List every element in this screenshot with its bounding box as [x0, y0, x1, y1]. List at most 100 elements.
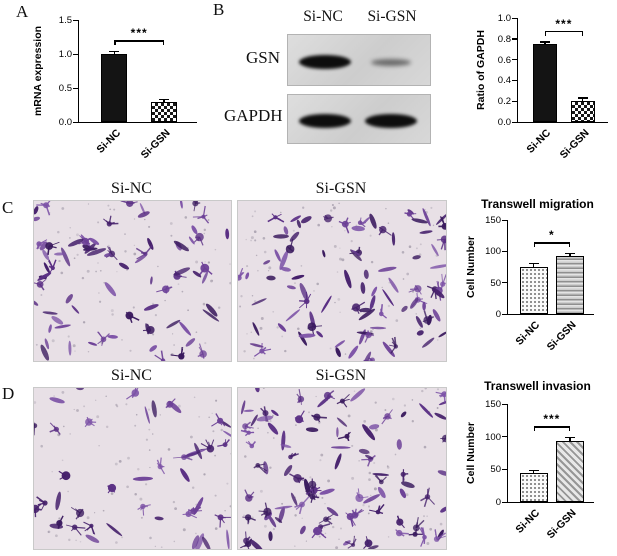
membrane-pore [181, 290, 184, 293]
stained-cell [400, 411, 407, 418]
stained-cell [67, 238, 84, 247]
membrane-pore [68, 538, 71, 542]
stained-cell [266, 275, 276, 281]
cell-body [262, 410, 269, 417]
membrane-pore [272, 310, 275, 313]
membrane-pore [69, 433, 72, 435]
stained-cell [280, 267, 291, 272]
membrane-pore [126, 485, 129, 489]
cell-body [352, 303, 361, 312]
membrane-pore [203, 473, 206, 476]
membrane-pore [329, 347, 332, 350]
membrane-pore [402, 278, 405, 280]
y-axis-tick-label: 0 [495, 497, 501, 508]
y-axis-tick [512, 121, 517, 123]
membrane-pore [387, 222, 390, 224]
membrane-pore [116, 271, 118, 273]
stained-cell [291, 274, 305, 280]
stained-cell [437, 470, 446, 476]
stained-cell [351, 508, 364, 519]
membrane-pore [243, 350, 246, 353]
stained-cell [42, 249, 50, 261]
stained-cell [205, 303, 218, 317]
cell-body [56, 520, 63, 527]
stained-cell [37, 272, 52, 281]
stained-cell [396, 439, 402, 450]
membrane-pore [369, 494, 372, 497]
cell-body [222, 442, 228, 448]
membrane-pore [61, 207, 65, 210]
membrane-pore [204, 261, 206, 263]
membrane-pore [99, 269, 102, 272]
membrane-pore [214, 248, 217, 251]
stained-cell [170, 346, 185, 360]
stained-cell [149, 345, 158, 352]
membrane-pore [61, 390, 65, 394]
y-axis-label: mRNA expression [32, 25, 44, 117]
y-axis-tick [512, 79, 517, 82]
error-bar-cap [540, 41, 550, 43]
cell-body [157, 464, 163, 470]
membrane-pore [182, 528, 186, 532]
membrane-pore [126, 269, 128, 271]
membrane-pore [284, 349, 287, 353]
cell-body [125, 311, 134, 320]
membrane-pore [331, 525, 335, 529]
stained-cell [358, 448, 370, 455]
cell-body [406, 211, 412, 217]
cell-body [246, 430, 251, 435]
cell-body [307, 322, 317, 331]
membrane-pore [87, 350, 90, 353]
membrane-pore [372, 328, 374, 331]
membrane-pore [253, 230, 257, 234]
membrane-pore [426, 515, 428, 517]
membrane-pore [170, 234, 173, 237]
stained-cell [240, 538, 253, 549]
bar-chart-transwell-migration: Transwell migration 0 50 100 150 Cell Number… [460, 194, 615, 366]
membrane-pore [362, 504, 365, 507]
membrane-pore [335, 546, 339, 549]
membrane-pore [229, 281, 231, 285]
cell-body [217, 417, 224, 424]
membrane-pore [374, 401, 377, 404]
stained-cell [326, 507, 339, 517]
membrane-pore [370, 260, 374, 264]
membrane-pore [338, 538, 340, 540]
y-axis-tick [73, 121, 78, 123]
membrane-pore [344, 230, 346, 232]
y-axis-tick-label: 1.0 [58, 49, 72, 60]
cell-body [273, 215, 278, 220]
membrane-pore [79, 541, 82, 543]
membrane-pore [321, 496, 324, 499]
cell-body [160, 358, 166, 361]
membrane-pore [251, 516, 254, 519]
membrane-pore [102, 509, 105, 512]
error-bar-cap [577, 97, 588, 99]
membrane-pore [224, 510, 226, 512]
stained-cell [139, 203, 146, 215]
membrane-pore [339, 247, 341, 249]
membrane-pore [384, 409, 387, 411]
stained-cell [43, 262, 51, 274]
stained-cell [440, 506, 446, 513]
cell-body [259, 348, 265, 354]
stained-cell [250, 414, 258, 427]
stained-cell [399, 488, 407, 499]
membrane-pore [332, 206, 336, 210]
membrane-pore [129, 349, 132, 352]
membrane-pore [134, 424, 137, 427]
membrane-pore [259, 489, 263, 493]
membrane-pore [300, 265, 303, 267]
membrane-pore [74, 350, 76, 352]
membrane-pore [107, 204, 110, 207]
bar-chart-gapdh-ratio: 0.0 0.2 0.4 0.6 0.8 1.0 Ratio of GAPDH Si-NC Si-… [473, 2, 615, 164]
stained-cell [197, 343, 207, 359]
membrane-pore [109, 208, 112, 211]
stained-cell [120, 201, 138, 207]
membrane-pore [254, 239, 257, 242]
stained-cell [299, 282, 309, 302]
y-axis-tick-label: 100 [485, 246, 501, 258]
membrane-pore [34, 401, 37, 404]
membrane-pore [60, 271, 64, 275]
